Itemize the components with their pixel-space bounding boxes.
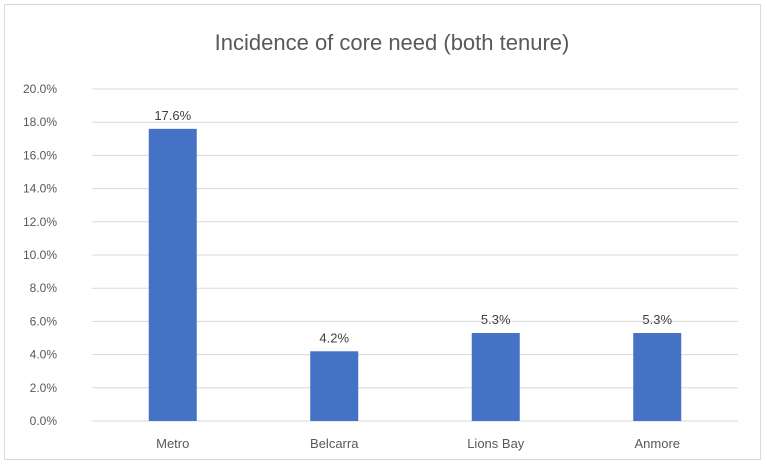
x-tick-label: Belcarra — [310, 436, 359, 451]
bar-anmore — [633, 333, 682, 421]
bar-belcarra — [310, 351, 359, 421]
y-axis-labels: 0.0% 2.0% 4.0% 6.0% 8.0% 10.0% 12.0% 14.0% 16.0%… — [23, 82, 57, 428]
y-tick-label: 12.0% — [23, 215, 57, 229]
x-axis-labels: Metro Belcarra Lions Bay Anmore — [156, 436, 680, 451]
y-tick-label: 14.0% — [23, 182, 57, 196]
y-tick-label: 4.0% — [30, 348, 58, 362]
bar-lions-bay — [471, 333, 520, 421]
chart-title: Incidence of core need (both tenure) — [215, 30, 570, 55]
x-tick-label: Metro — [156, 436, 189, 451]
y-tick-label: 6.0% — [30, 314, 58, 328]
data-labels: 17.6% 4.2% 5.3% 5.3% — [154, 108, 672, 345]
y-tick-label: 16.0% — [23, 148, 57, 162]
y-tick-label: 0.0% — [30, 414, 58, 428]
data-label: 4.2% — [319, 330, 349, 345]
y-tick-label: 2.0% — [30, 381, 58, 395]
y-tick-label: 20.0% — [23, 82, 57, 96]
y-tick-label: 8.0% — [30, 281, 58, 295]
y-tick-label: 18.0% — [23, 115, 57, 129]
x-tick-label: Lions Bay — [467, 436, 525, 451]
gridlines — [92, 88, 738, 422]
data-label: 5.3% — [642, 312, 672, 327]
bar-metro — [148, 128, 197, 421]
data-label: 17.6% — [154, 108, 191, 123]
bars — [148, 128, 682, 421]
x-tick-label: Anmore — [634, 436, 680, 451]
data-label: 5.3% — [481, 312, 511, 327]
y-tick-label: 10.0% — [23, 248, 57, 262]
